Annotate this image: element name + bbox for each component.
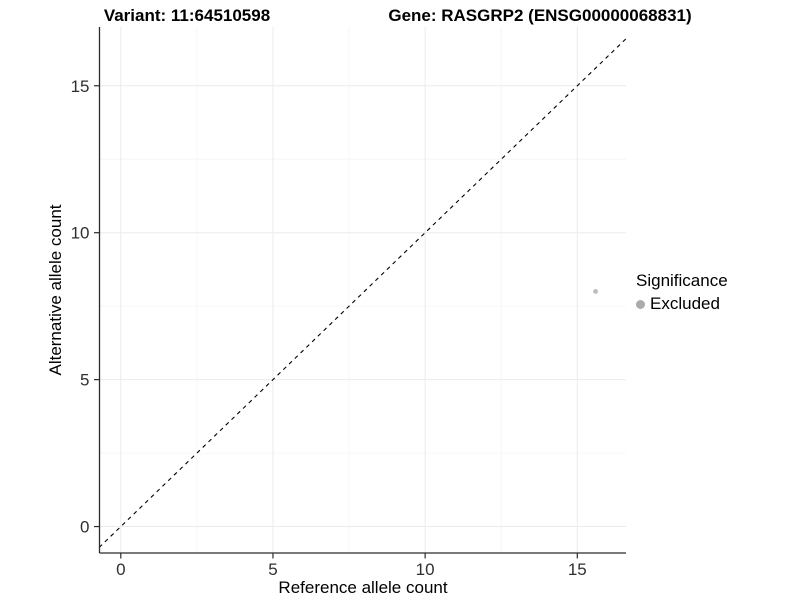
y-tick-label: 15 <box>71 77 90 96</box>
x-tick-label: 10 <box>416 560 435 579</box>
y-axis-title: Alternative allele count <box>46 204 65 376</box>
variant-title: Variant: 11:64510598 <box>103 6 271 25</box>
x-tick-label: 0 <box>116 560 125 579</box>
x-axis-title: Reference allele count <box>278 578 448 597</box>
data-point <box>593 289 598 294</box>
legend-entry-label: Excluded <box>650 294 720 313</box>
plot-panel: 0 5 10 15 0 5 10 15 <box>71 27 626 579</box>
x-tick-label: 15 <box>568 560 587 579</box>
legend-title: Significance <box>636 271 728 290</box>
identity-line <box>99 37 626 548</box>
y-tick-label: 10 <box>71 224 90 243</box>
y-tick-label: 0 <box>80 518 89 537</box>
legend: Significance Excluded <box>636 271 728 314</box>
legend-entry-excluded: Excluded <box>636 294 728 314</box>
y-tick-label: 5 <box>80 371 89 390</box>
gene-title: Gene: RASGRP2 (ENSG00000068831) <box>388 6 692 25</box>
x-tick-label: 5 <box>268 560 277 579</box>
excluded-dot-icon <box>636 299 645 309</box>
